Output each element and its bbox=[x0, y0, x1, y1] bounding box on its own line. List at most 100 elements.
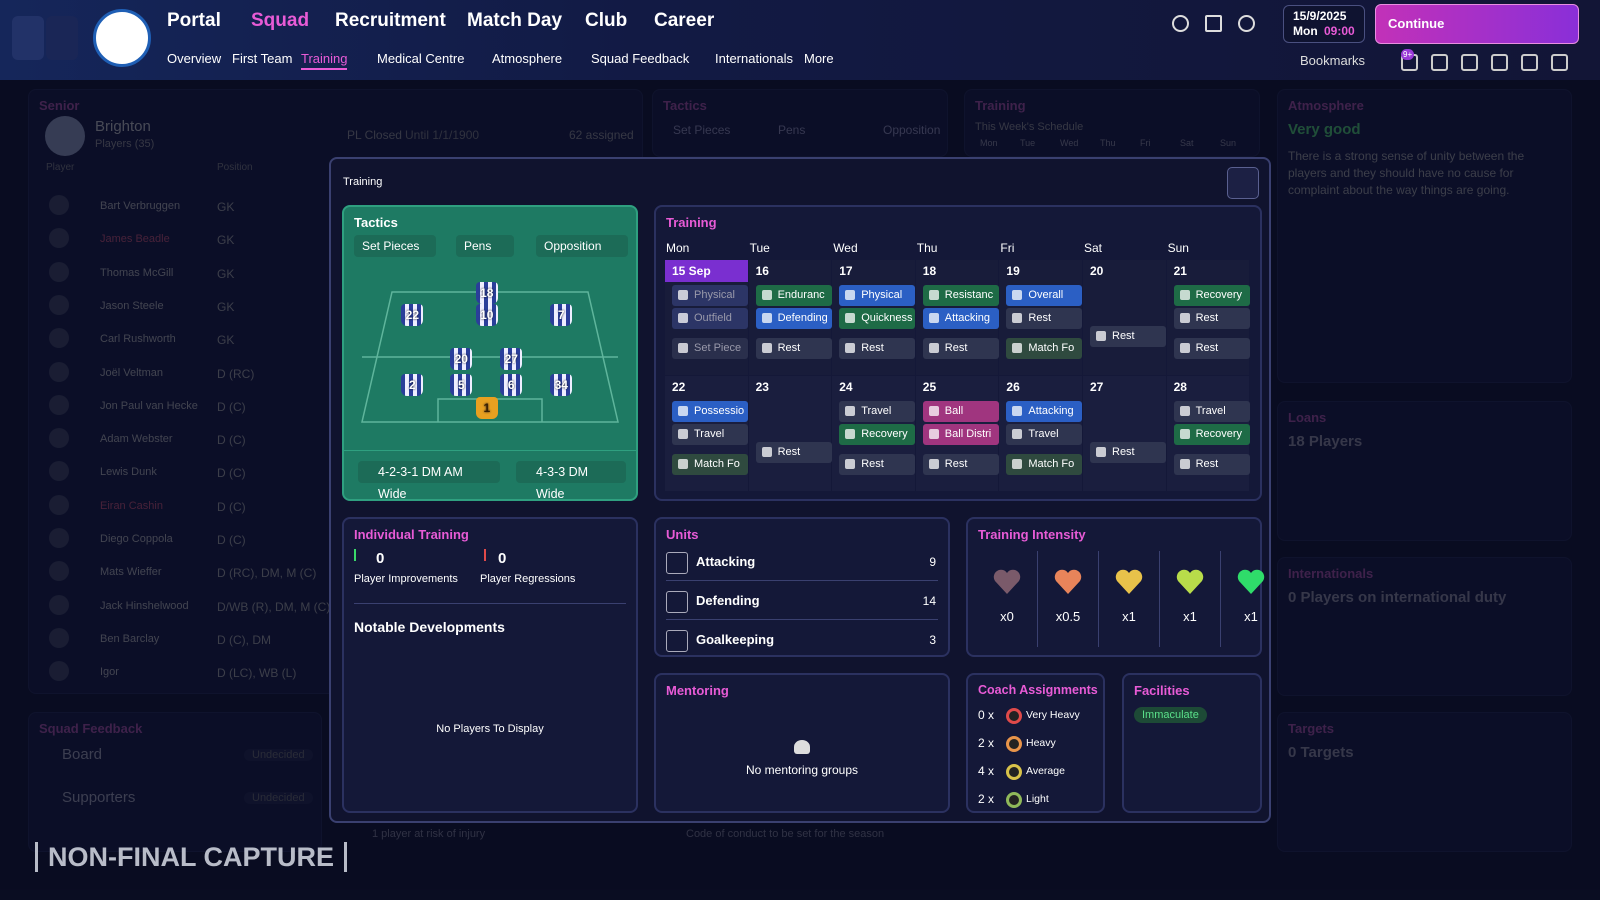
nav-submenu[interactable]: Medical Centre bbox=[377, 51, 465, 66]
player-name[interactable]: Igor bbox=[100, 666, 119, 679]
close-button[interactable] bbox=[1227, 167, 1259, 199]
player-name[interactable]: Bart Verbruggen bbox=[100, 200, 181, 212]
training-session[interactable]: Travel bbox=[672, 424, 748, 445]
training-session[interactable]: Resistanc bbox=[922, 285, 999, 306]
player-name[interactable]: Jon Paul van Hecke bbox=[100, 399, 198, 412]
player-name[interactable]: Diego Coppola bbox=[100, 533, 173, 545]
training-session[interactable]: Rest bbox=[1006, 308, 1083, 329]
player-name[interactable]: Ben Barclay bbox=[100, 632, 160, 645]
bookmarks[interactable]: Bookmarks bbox=[1300, 53, 1366, 68]
tactics-button[interactable]: Pens bbox=[456, 235, 514, 257]
intensity-label[interactable]: x0 bbox=[1000, 609, 1014, 624]
player-shirt[interactable] bbox=[550, 304, 573, 327]
intensity-label[interactable]: x0.5 bbox=[1055, 609, 1081, 624]
player-name[interactable]: Jack Hinshelwood bbox=[100, 599, 189, 612]
training-session[interactable]: Enduranc bbox=[755, 285, 832, 306]
tactics-button[interactable]: Opposition bbox=[536, 235, 628, 257]
player-shirt[interactable] bbox=[500, 348, 523, 371]
player-shirt[interactable] bbox=[401, 373, 424, 396]
toolbar-icon[interactable] bbox=[1551, 54, 1568, 71]
continue-label[interactable]: Continue bbox=[1388, 16, 1445, 31]
player-shirt[interactable] bbox=[450, 348, 473, 371]
training-session[interactable]: Travel bbox=[1173, 401, 1250, 422]
training-session[interactable]: Overall bbox=[1006, 285, 1083, 306]
training-session[interactable]: Defending bbox=[755, 308, 832, 329]
nav-menu[interactable]: Portal bbox=[167, 10, 221, 31]
nav-menu[interactable]: Recruitment bbox=[335, 10, 446, 31]
forward-button[interactable] bbox=[46, 16, 78, 60]
player-shirt[interactable] bbox=[475, 281, 498, 304]
player-name[interactable]: Lewis Dunk bbox=[100, 466, 157, 479]
intensity-label[interactable]: x1 bbox=[1183, 609, 1197, 624]
nav-submenu[interactable]: Training bbox=[301, 51, 348, 70]
player-name[interactable]: Thomas McGill bbox=[100, 266, 174, 279]
nav-menu[interactable]: Club bbox=[585, 10, 628, 31]
nav-submenu[interactable]: Atmosphere bbox=[492, 51, 563, 66]
player-name[interactable]: Joël Veltman bbox=[100, 366, 163, 379]
training-session[interactable]: Rest bbox=[1173, 338, 1250, 359]
training-session[interactable]: Ball Distri bbox=[922, 424, 999, 445]
training-session[interactable]: Rest bbox=[839, 454, 916, 475]
nav-submenu[interactable]: Overview bbox=[167, 51, 222, 66]
training-session[interactable]: Recovery bbox=[1173, 424, 1250, 445]
training-session[interactable]: Recovery bbox=[1173, 285, 1250, 306]
training-session[interactable]: Quickness bbox=[839, 308, 916, 329]
nav-menu[interactable]: Match Day bbox=[467, 10, 563, 31]
training-session[interactable]: Rest bbox=[1090, 442, 1166, 463]
toolbar-icon[interactable] bbox=[1431, 54, 1448, 71]
training-session[interactable]: Match Fo bbox=[1006, 338, 1083, 359]
player-shirt[interactable] bbox=[450, 373, 473, 396]
training-session[interactable]: Rest bbox=[1173, 454, 1250, 475]
player-name[interactable]: Carl Rushworth bbox=[100, 333, 176, 346]
continue-button[interactable]: Continue bbox=[1375, 4, 1579, 44]
training-session[interactable]: Set Piece bbox=[672, 338, 748, 359]
player-shirt[interactable] bbox=[475, 304, 498, 327]
training-session[interactable]: Rest bbox=[922, 454, 999, 475]
training-session[interactable]: Rest bbox=[839, 338, 916, 359]
training-session[interactable]: Rest bbox=[755, 442, 832, 463]
training-session[interactable]: Match Fo bbox=[672, 454, 748, 475]
settings-icon[interactable] bbox=[1238, 15, 1255, 32]
nav-submenu[interactable]: Squad Feedback bbox=[591, 51, 690, 66]
back-button[interactable] bbox=[12, 16, 44, 60]
player-name[interactable]: Jason Steele bbox=[100, 299, 164, 312]
training-session[interactable]: Travel bbox=[839, 401, 916, 422]
training-session[interactable]: Possessio bbox=[672, 401, 748, 422]
training-session[interactable]: Physical bbox=[839, 285, 916, 306]
search-icon[interactable] bbox=[1172, 15, 1189, 32]
training-session[interactable]: Recovery bbox=[839, 424, 916, 445]
training-session[interactable]: Physical bbox=[672, 285, 748, 306]
training-session[interactable]: Ball Reten bbox=[922, 401, 999, 422]
training-session[interactable]: Match Fo bbox=[1006, 454, 1083, 475]
formation-button[interactable]: 4-2-3-1 DM AM Wide bbox=[358, 461, 500, 501]
nav-submenu[interactable]: First Team bbox=[232, 51, 293, 66]
unit-name[interactable]: Goalkeeping bbox=[696, 632, 775, 647]
training-session[interactable]: Attacking bbox=[1006, 401, 1083, 422]
unit-name[interactable]: Defending bbox=[696, 593, 760, 608]
player-name[interactable]: Mats Wieffer bbox=[100, 566, 162, 579]
player-shirt[interactable] bbox=[550, 373, 573, 396]
tactics-button[interactable]: Set Pieces bbox=[354, 235, 436, 257]
player-name[interactable]: Eiran Cashin bbox=[100, 499, 163, 512]
bookmark-icon[interactable] bbox=[1205, 15, 1222, 32]
training-session[interactable]: Rest bbox=[1090, 326, 1166, 347]
nav-submenu[interactable]: More bbox=[804, 51, 834, 66]
nav-submenu[interactable]: Internationals bbox=[715, 51, 794, 66]
toolbar-icon[interactable] bbox=[1521, 54, 1538, 71]
player-name[interactable]: James Beadle bbox=[100, 233, 170, 246]
nav-menu[interactable]: Career bbox=[654, 10, 715, 31]
training-session[interactable]: Attacking bbox=[922, 308, 999, 329]
intensity-label[interactable]: x1 bbox=[1122, 609, 1136, 624]
training-session[interactable]: Rest bbox=[755, 338, 832, 359]
training-session[interactable]: Outfield bbox=[672, 308, 748, 329]
intensity-label[interactable]: x1 bbox=[1244, 609, 1258, 624]
toolbar-icon[interactable] bbox=[1491, 54, 1508, 71]
training-session[interactable]: Rest bbox=[1173, 308, 1250, 329]
training-session[interactable]: Travel bbox=[1006, 424, 1083, 445]
nav-menu[interactable]: Squad bbox=[251, 10, 310, 31]
player-shirt[interactable] bbox=[500, 373, 523, 396]
player-name[interactable]: Adam Webster bbox=[100, 433, 173, 446]
player-shirt[interactable] bbox=[401, 304, 424, 327]
formation-button[interactable]: 4-3-3 DM Wide bbox=[516, 461, 626, 501]
toolbar-icon[interactable] bbox=[1461, 54, 1478, 71]
